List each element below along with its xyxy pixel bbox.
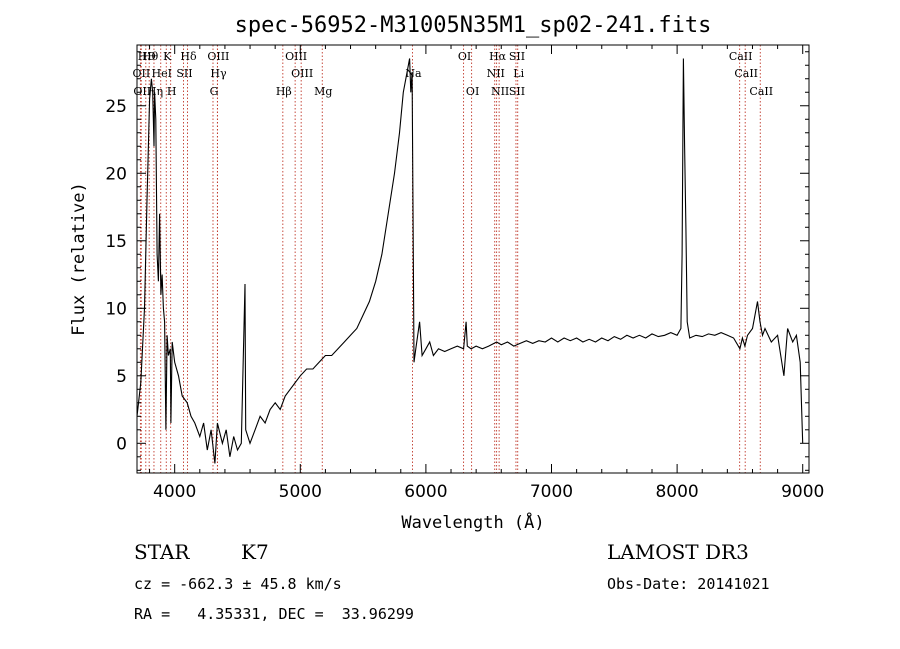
y-tick-label-3: 15: [105, 232, 127, 252]
line-label-2: K: [163, 50, 172, 63]
y-tick-label-4: 20: [105, 164, 127, 184]
chart-title: spec-56952-M31005N35M1_sp02-241.fits: [235, 13, 712, 38]
ra-dec: RA = 4.35331, DEC = 33.96299: [134, 605, 414, 623]
line-label-6: OI: [458, 50, 471, 63]
observation-date: Obs-Date: 20141021: [607, 575, 770, 593]
x-tick-label-1: 5000: [279, 482, 322, 502]
y-axis-ticks: 0 5 10 15 20 25: [105, 51, 809, 471]
y-tick-label-0: 0: [116, 434, 127, 454]
y-tick-label-2: 10: [105, 299, 127, 319]
line-label-23: Hβ: [276, 85, 292, 98]
y-axis-label: Flux (relative): [69, 182, 89, 336]
plot-frame: [136, 44, 810, 474]
redshift-cz: cz = -662.3 ± 45.8 km/s: [134, 575, 342, 593]
plot-area: [137, 58, 804, 464]
line-label-26: NII: [491, 85, 509, 98]
object-class: STAR: [134, 540, 190, 564]
object-subclass: K7: [241, 540, 269, 564]
line-label-25: OI: [466, 85, 479, 98]
x-axis-label: Wavelength (Å): [401, 511, 544, 533]
line-label-19: OII: [133, 85, 151, 98]
line-label-7: Hα: [489, 50, 507, 63]
spectral-line-markers: [139, 45, 761, 473]
y-tick-label-5: 25: [105, 97, 127, 117]
line-label-4: OIII: [207, 50, 229, 63]
x-tick-label-3: 7000: [530, 482, 573, 502]
line-label-22: G: [210, 85, 219, 98]
line-label-27: SII: [509, 85, 525, 98]
line-label-12: SII: [176, 67, 192, 80]
survey-name: LAMOST DR3: [607, 540, 749, 564]
line-label-9: CaII: [729, 50, 753, 63]
x-tick-label-5: 9000: [781, 482, 824, 502]
x-tick-label-2: 6000: [404, 482, 447, 502]
line-label-21: H: [167, 85, 177, 98]
line-label-1: Hθ: [142, 50, 159, 63]
line-label-8: SII: [509, 50, 525, 63]
line-label-10: OII: [133, 67, 151, 80]
line-label-18: CaII: [734, 67, 758, 80]
y-tick-label-1: 5: [116, 367, 127, 387]
line-label-11: HeI: [152, 67, 172, 80]
line-label-5: OIII: [285, 50, 307, 63]
line-label-24: Mg: [314, 85, 332, 98]
x-tick-label-0: 4000: [153, 482, 196, 502]
flux-series-line: [137, 58, 804, 464]
line-label-13: Hγ: [210, 67, 227, 80]
line-label-0: HЭ: [138, 50, 156, 63]
x-axis-ticks: 4000 5000 6000 7000 8000 9000: [149, 45, 824, 502]
line-label-14: OIII: [291, 67, 313, 80]
line-label-17: Li: [513, 67, 524, 80]
line-label-3: Hδ: [180, 50, 197, 63]
line-label-16: NII: [487, 67, 505, 80]
line-label-28: CaII: [749, 85, 773, 98]
x-tick-label-4: 8000: [655, 482, 698, 502]
